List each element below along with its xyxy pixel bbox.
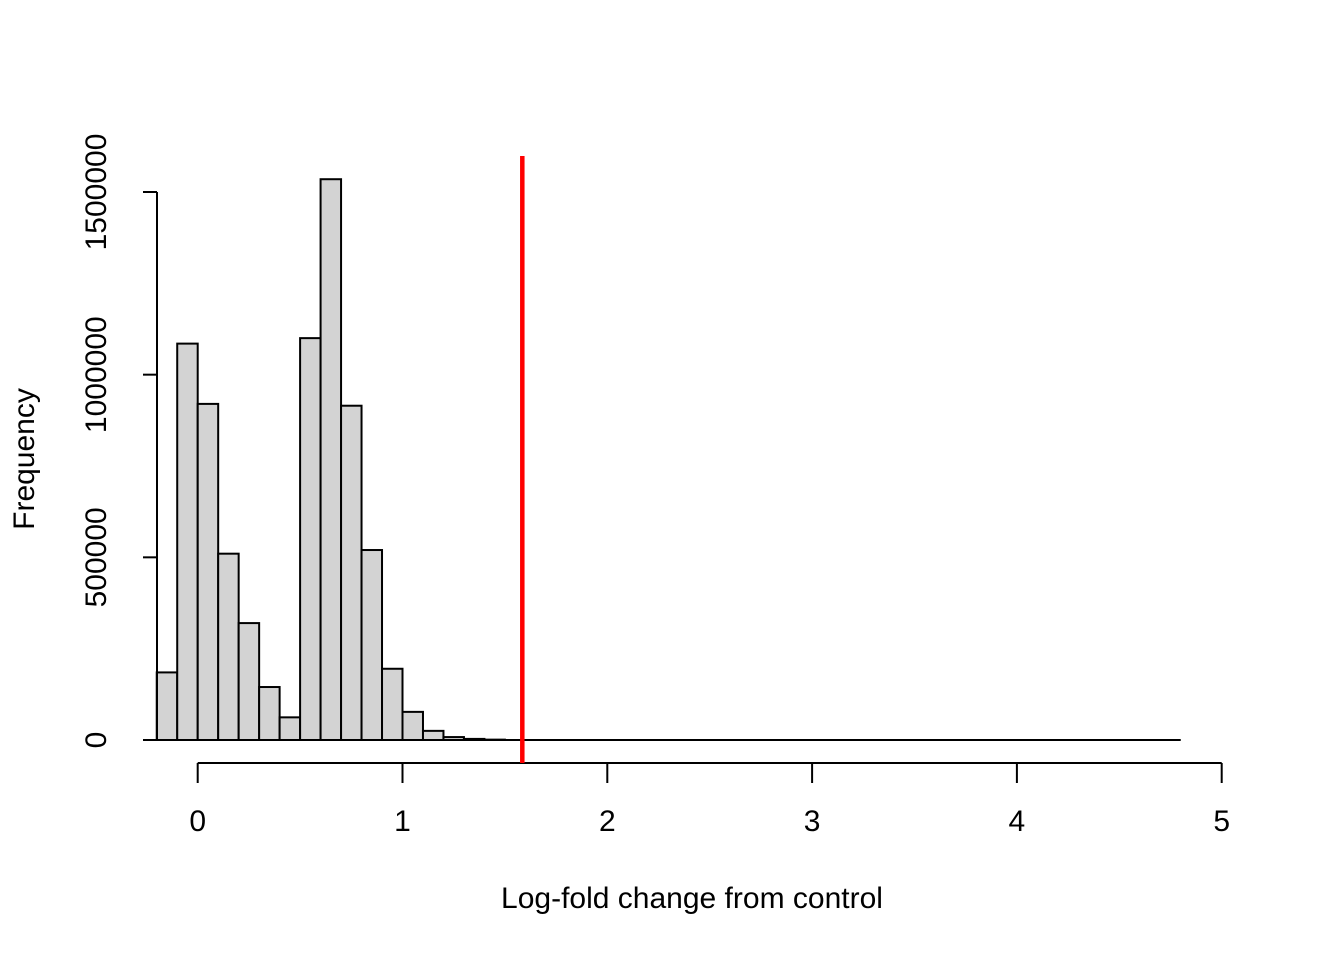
- x-axis-title: Log-fold change from control: [501, 882, 883, 915]
- histogram-bar: [319, 178, 343, 742]
- plot-layer: 0 500000 1000000 1500000 0 1 2 3 4 5: [80, 134, 1230, 838]
- x-axis-tick-label: 1: [394, 805, 411, 838]
- y-axis-tick-label: 500000: [80, 507, 113, 607]
- histogram-bar: [155, 671, 179, 741]
- histogram-bar: [340, 404, 363, 741]
- histogram-bar: [462, 737, 486, 741]
- y-axis-tick-label: 1500000: [80, 134, 113, 251]
- y-axis-tick-label: 1000000: [80, 316, 113, 433]
- y-axis-title: Frequency: [8, 388, 41, 530]
- x-axis-tick-label: 0: [189, 805, 206, 838]
- histogram-bar: [176, 342, 199, 741]
- histogram-bar: [217, 552, 240, 741]
- histogram-bar: [278, 716, 302, 741]
- y-axis-tick-label: 0: [80, 732, 113, 749]
- histogram-bar: [381, 667, 404, 742]
- histogram-bar: [196, 402, 220, 741]
- x-axis-tick-label: 3: [804, 805, 821, 838]
- x-axis-tick-label: 5: [1213, 805, 1230, 838]
- histogram-bar: [299, 337, 322, 741]
- histogram-bar: [421, 729, 445, 741]
- histogram-bar: [237, 622, 261, 741]
- histogram-bar: [401, 710, 424, 741]
- histogram-bar: [360, 549, 384, 741]
- x-axis-tick-label: 4: [1009, 805, 1026, 838]
- x-axis-tick-label: 2: [599, 805, 616, 838]
- histogram-bar: [258, 686, 281, 742]
- histogram-bar: [442, 736, 465, 741]
